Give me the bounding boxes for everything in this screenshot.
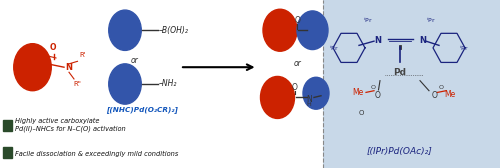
Text: $^i$Pr: $^i$Pr <box>459 44 469 53</box>
FancyBboxPatch shape <box>0 0 322 168</box>
Ellipse shape <box>303 77 329 109</box>
Text: –NH₂: –NH₂ <box>159 79 178 89</box>
Text: O: O <box>432 91 438 100</box>
Text: O: O <box>295 16 301 25</box>
Text: Highly active carboxylate
Pd(II)–NHCs for N–C(O) activation: Highly active carboxylate Pd(II)–NHCs fo… <box>15 118 126 132</box>
Text: Me: Me <box>352 88 363 97</box>
Text: [(IPr)Pd(OAc)₂]: [(IPr)Pd(OAc)₂] <box>367 147 433 156</box>
Text: Pd: Pd <box>394 68 406 77</box>
Text: $^i$Pr: $^i$Pr <box>329 44 339 53</box>
Text: H: H <box>306 102 312 108</box>
Ellipse shape <box>260 76 294 118</box>
Text: N: N <box>66 63 72 72</box>
Text: R': R' <box>79 52 86 58</box>
Text: O: O <box>49 43 56 52</box>
Text: Facile dissociation & exceedingly mild conditions: Facile dissociation & exceedingly mild c… <box>15 151 178 157</box>
Text: $^i$Pr: $^i$Pr <box>426 15 436 25</box>
Text: R": R" <box>74 81 82 87</box>
Ellipse shape <box>263 9 297 51</box>
Ellipse shape <box>297 11 328 50</box>
FancyBboxPatch shape <box>322 0 500 168</box>
Text: N: N <box>374 36 381 45</box>
Text: O: O <box>371 85 376 90</box>
Text: [(NHC)Pd(O₂CR)₂]: [(NHC)Pd(O₂CR)₂] <box>106 106 178 113</box>
Text: N: N <box>306 95 312 104</box>
Text: O: O <box>358 110 364 116</box>
Bar <box>2 147 12 158</box>
Text: O: O <box>374 91 380 100</box>
Text: N: N <box>419 36 426 45</box>
Text: Me: Me <box>444 90 456 99</box>
Text: or: or <box>294 59 302 68</box>
Text: O: O <box>292 83 298 92</box>
Text: or: or <box>131 56 139 65</box>
Ellipse shape <box>109 10 142 50</box>
Bar <box>2 120 12 131</box>
Text: –B(OH)₂: –B(OH)₂ <box>159 26 189 35</box>
Text: O: O <box>438 85 444 90</box>
Ellipse shape <box>14 44 52 91</box>
Ellipse shape <box>109 64 142 104</box>
Text: $^i$Pr: $^i$Pr <box>362 15 372 25</box>
